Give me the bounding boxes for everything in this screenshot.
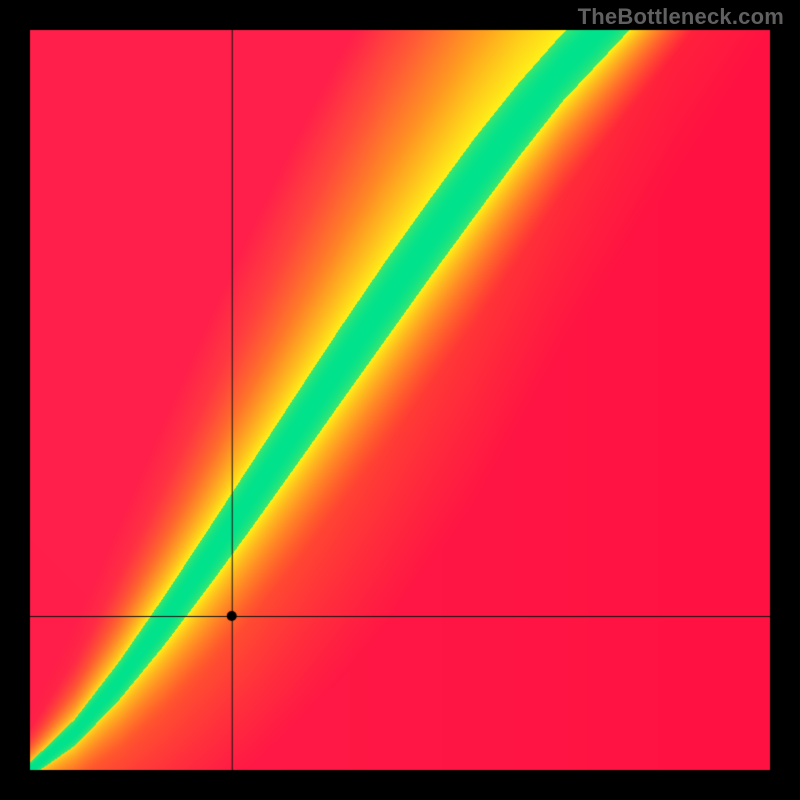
chart-stage: TheBottleneck.com — [0, 0, 800, 800]
watermark-text: TheBottleneck.com — [578, 4, 784, 30]
bottleneck-heatmap-canvas — [0, 0, 800, 800]
